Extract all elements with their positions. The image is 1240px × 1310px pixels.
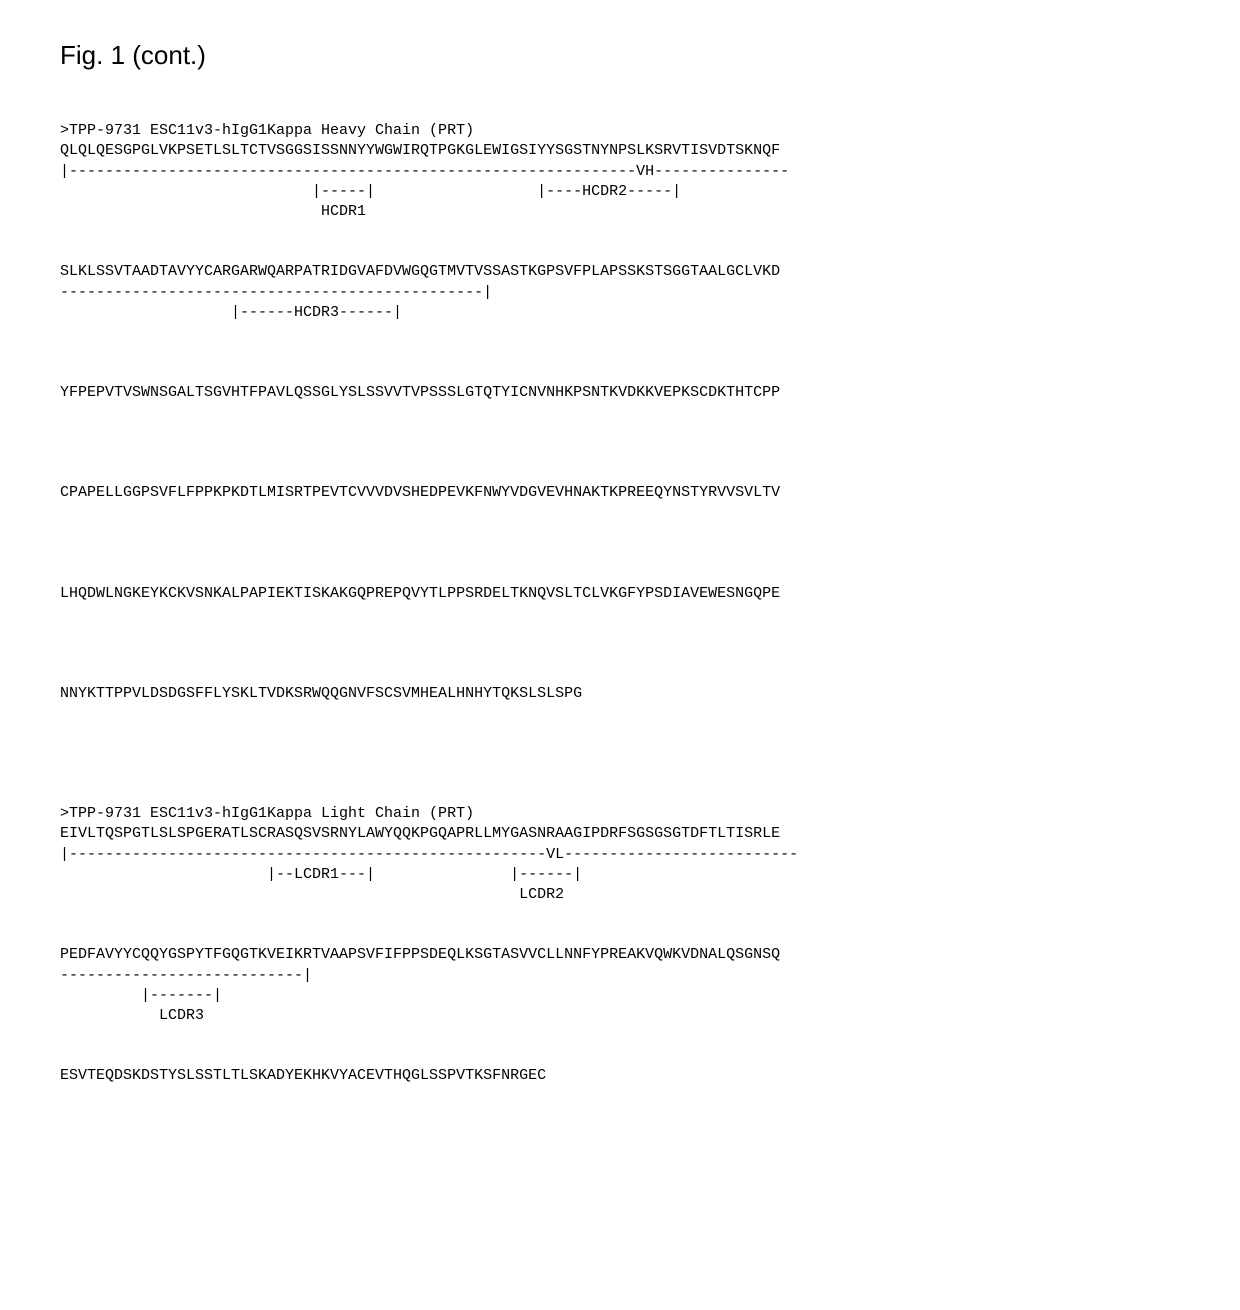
heavy-chain-line5: LHQDWLNGKEYKCKVSNKALPAPIEKTISKAKGQPREPQV… [60,584,1180,604]
heavy-chain-line6: NNYKTTPPVLDSDGSFFLYSKLTVDKSRWQQGNVFSCSVM… [60,684,1180,704]
heavy-chain-block1-cdr-annotation: |-----| |----HCDR2-----| [60,182,1180,202]
light-chain-block2-seq: PEDFAVYYCQQYGSPYTFGQGTKVEIKRTVAAPSVFIFPP… [60,945,1180,965]
light-chain-block2-cdr-label: LCDR3 [60,1006,1180,1026]
heavy-chain-line3: YFPEPVTVSWNSGALTSGVHTFPAVLQSSGLYSLSSVVTV… [60,383,1180,403]
heavy-chain-block2-seq: SLKLSSVTAADTAVYYCARGARWQARPATRIDGVAFDVWG… [60,262,1180,282]
light-chain-block2-vl-annotation: ---------------------------| [60,966,1180,986]
light-chain-block1-cdr-label: LCDR2 [60,885,1180,905]
heavy-chain-line4: CPAPELLGGPSVFLFPPKPKDTLMISRTPEVTCVVVDVSH… [60,483,1180,503]
light-chain-block2-cdr-annotation: |-------| [60,986,1180,1006]
figure-title: Fig. 1 (cont.) [60,40,1180,71]
light-chain-line3: ESVTEQDSKDSTYSLSSTLTLSKADYEKHKVYACEVTHQG… [60,1066,1180,1086]
heavy-chain-header: >TPP-9731 ESC11v3-hIgG1Kappa Heavy Chain… [60,121,1180,141]
heavy-chain-block2-vh-annotation: ----------------------------------------… [60,283,1180,303]
heavy-chain-block2-cdr-annotation: |------HCDR3------| [60,303,1180,323]
light-chain-block1-cdr-annotation: |--LCDR1---| |------| [60,865,1180,885]
light-chain-header: >TPP-9731 ESC11v3-hIgG1Kappa Light Chain… [60,804,1180,824]
heavy-chain-block1-seq: QLQLQESGPGLVKPSETLSLTCTVSGGSISSNNYYWGWIR… [60,141,1180,161]
heavy-chain-block1-vh-annotation: |---------------------------------------… [60,162,1180,182]
light-chain-block1-vl-annotation: |---------------------------------------… [60,845,1180,865]
light-chain-block1-seq: EIVLTQSPGTLSLSPGERATLSCRASQSVSRNYLAWYQQK… [60,824,1180,844]
heavy-chain-block1-cdr-label: HCDR1 [60,202,1180,222]
